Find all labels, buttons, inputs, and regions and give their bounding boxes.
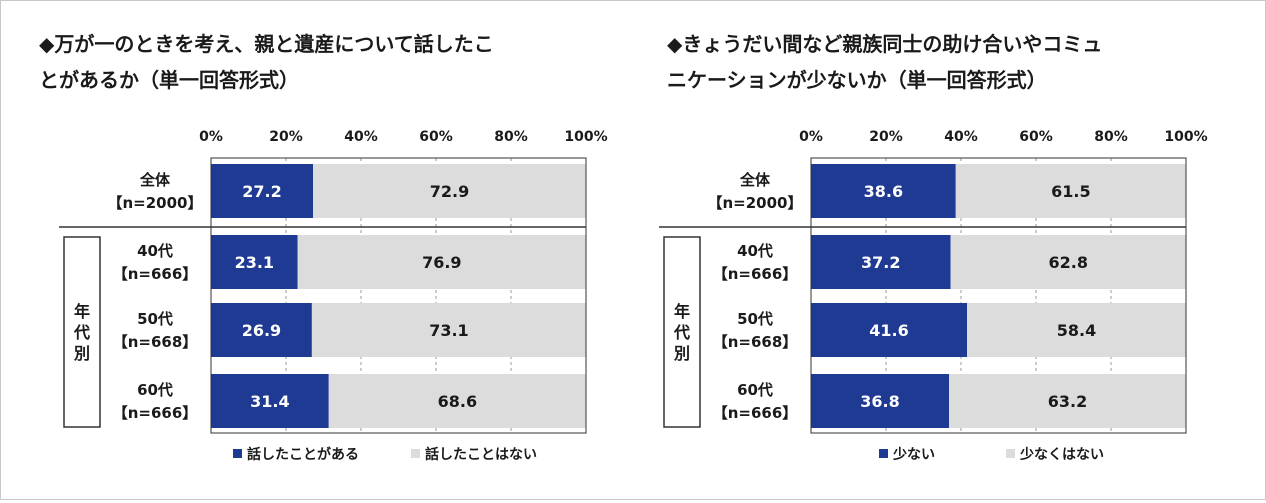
legend-label: 少なくはない — [1019, 446, 1104, 463]
category-label: 60代 — [137, 381, 173, 399]
x-tick-label: 80% — [494, 129, 528, 145]
group-label-char: 別 — [674, 344, 690, 363]
x-tick-label: 100% — [1164, 129, 1207, 145]
bar-value-label: 76.9 — [422, 253, 461, 272]
x-tick-label: 20% — [869, 129, 903, 145]
bar-segment-secondary — [328, 374, 586, 428]
bar-value-label: 41.6 — [869, 321, 908, 340]
category-n-label: 【n=668】 — [113, 333, 198, 351]
bar-segment-secondary — [311, 303, 586, 357]
bar-value-label: 61.5 — [1051, 182, 1090, 201]
chart-title-line: ◆きょうだい間など親族同士の助け合いやコミュ — [667, 32, 1102, 56]
bar-value-label: 38.6 — [864, 182, 903, 201]
category-label: 50代 — [137, 310, 173, 328]
bar-segment-secondary — [297, 235, 586, 289]
bar-value-label: 72.9 — [430, 182, 469, 201]
category-n-label: 【n=666】 — [113, 404, 198, 422]
x-tick-label: 60% — [1019, 129, 1053, 145]
legend-swatch — [411, 449, 420, 458]
group-label-char: 年 — [74, 302, 90, 321]
plot-frame — [810, 157, 1187, 434]
bar-segment-secondary — [313, 164, 586, 218]
bar-value-label: 36.8 — [860, 392, 899, 411]
bar-segment-primary — [211, 235, 298, 289]
bar-value-label: 63.2 — [1048, 392, 1087, 411]
bar-segment-primary — [811, 235, 951, 289]
legend-label: 話したことがある — [247, 446, 359, 463]
chart-title-line: ニケーションが少ないか（単一回答形式） — [667, 68, 1047, 92]
group-label-char: 代 — [73, 323, 90, 342]
bar-segment-primary — [811, 303, 967, 357]
chart-title-line: とがあるか（単一回答形式） — [39, 68, 299, 92]
plot-frame — [210, 157, 587, 434]
category-n-label: 【n=666】 — [713, 265, 798, 283]
x-tick-label: 80% — [1094, 129, 1128, 145]
category-label: 50代 — [737, 310, 773, 328]
group-label-box — [663, 236, 701, 428]
chart-title-line: ◆万が一のときを考え、親と遺産について話したこ — [39, 32, 494, 56]
category-n-label: 【n=2000】 — [108, 194, 203, 212]
category-label: 全体 — [739, 171, 771, 189]
bar-value-label: 31.4 — [250, 392, 289, 411]
x-tick-label: 20% — [269, 129, 303, 145]
legend-label: 話したことはない — [425, 446, 537, 463]
bar-segment-primary — [211, 164, 313, 218]
bar-segment-secondary — [955, 164, 1186, 218]
legend-swatch — [879, 449, 888, 458]
x-tick-label: 0% — [199, 129, 223, 145]
bar-value-label: 68.6 — [438, 392, 477, 411]
bar-segment-primary — [811, 374, 949, 428]
bar-value-label: 58.4 — [1057, 321, 1096, 340]
category-n-label: 【n=666】 — [713, 404, 798, 422]
group-label-char: 別 — [74, 344, 90, 363]
group-label-box — [63, 236, 101, 428]
category-n-label: 【n=666】 — [113, 265, 198, 283]
bar-segment-secondary — [967, 303, 1186, 357]
group-label-char: 年 — [674, 302, 690, 321]
category-label: 60代 — [737, 381, 773, 399]
bar-segment-secondary — [949, 374, 1186, 428]
category-n-label: 【n=668】 — [713, 333, 798, 351]
category-n-label: 【n=2000】 — [708, 194, 803, 212]
category-label: 40代 — [137, 242, 173, 260]
bar-segment-primary — [211, 303, 312, 357]
x-tick-label: 0% — [799, 129, 823, 145]
category-label: 40代 — [737, 242, 773, 260]
x-tick-label: 40% — [344, 129, 378, 145]
bar-segment-primary — [811, 164, 956, 218]
x-tick-label: 100% — [564, 129, 607, 145]
chart-panel-2: ◆きょうだい間など親族同士の助け合いやコミュニケーションが少ないか（単一回答形式… — [659, 32, 1208, 463]
bar-value-label: 37.2 — [861, 253, 900, 272]
bar-value-label: 23.1 — [235, 253, 274, 272]
bar-value-label: 73.1 — [429, 321, 468, 340]
legend-swatch — [233, 449, 242, 458]
bar-value-label: 62.8 — [1049, 253, 1088, 272]
group-label-char: 代 — [673, 323, 690, 342]
legend-swatch — [1006, 449, 1015, 458]
x-tick-label: 40% — [944, 129, 978, 145]
bar-segment-primary — [211, 374, 329, 428]
legend-label: 少ない — [892, 446, 935, 463]
category-label: 全体 — [139, 171, 171, 189]
x-tick-label: 60% — [419, 129, 453, 145]
bar-value-label: 27.2 — [242, 182, 281, 201]
bar-segment-secondary — [950, 235, 1186, 289]
bar-value-label: 26.9 — [242, 321, 281, 340]
